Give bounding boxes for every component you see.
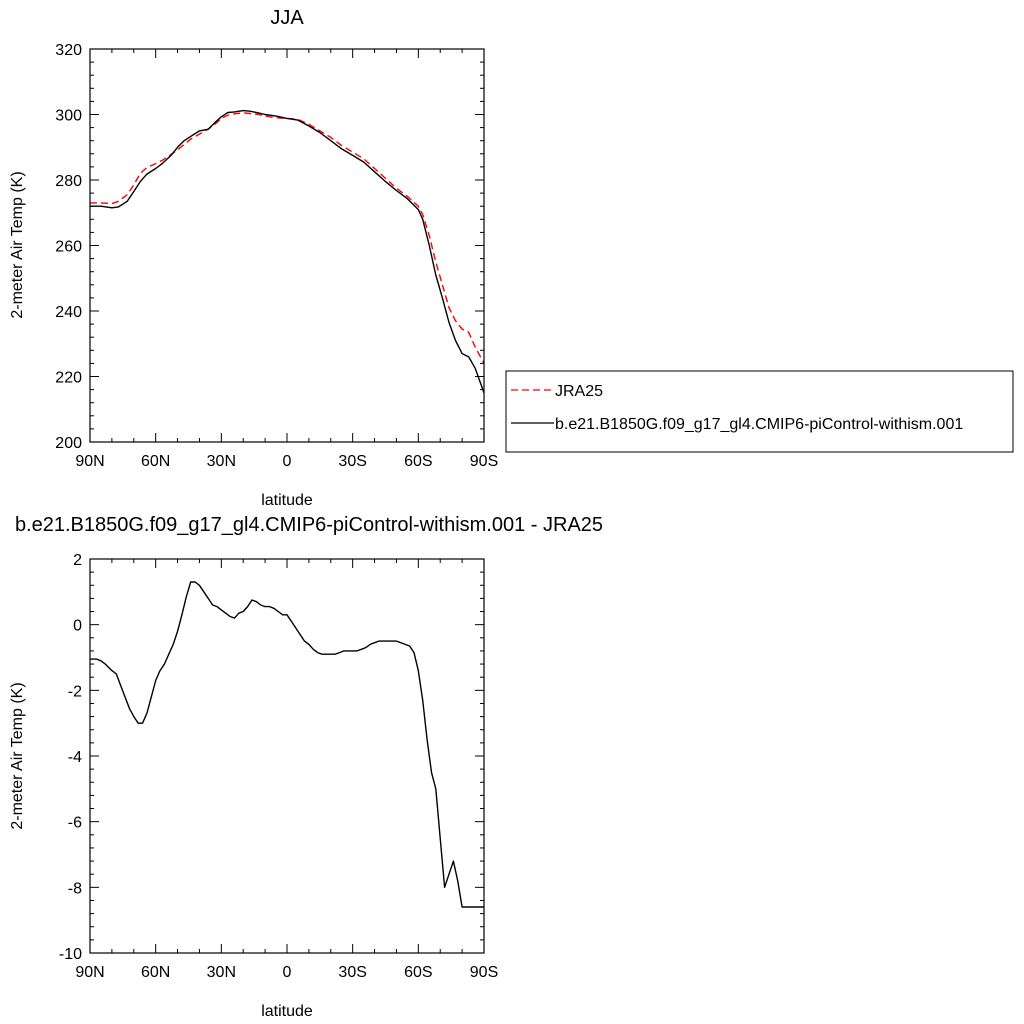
bottom-y-tick-label: -10 [59,946,82,963]
top-y-tick-label: 260 [55,239,82,256]
bottom-chart-title: b.e21.B1850G.f09_g17_gl4.CMIP6-piControl… [15,514,603,536]
bottom-x-tick-label: 30N [207,964,236,981]
top-x-tick-label: 90S [470,453,498,470]
top-series-line-0 [90,112,485,364]
bottom-series-group [90,581,484,908]
top-y-axis-label: 2-meter Air Temp (K) [9,171,26,318]
legend-label-model: b.e21.B1850G.f09_g17_gl4.CMIP6-piControl… [555,416,963,433]
top-x-tick-label: 30N [207,453,236,470]
bottom-x-tick-label: 30S [338,964,366,981]
bottom-x-tick-label: 0 [283,964,292,981]
bottom-axis-ticks: 90N 60N 30N 0 30S 60S 90S -10 -8 -6 -4 -2 0 2 [59,552,498,981]
legend: JRA25 b.e21.B1850G.f09_g17_gl4.CMIP6-piC… [505,370,1014,453]
top-y-tick-label: 240 [55,304,82,321]
top-x-tick-label: 0 [283,453,292,470]
bottom-x-tick-label: 60S [404,964,432,981]
top-y-tick-label: 220 [55,370,82,387]
bottom-x-tick-label: 90S [470,964,498,981]
top-x-tick-label: 90N [75,453,104,470]
legend-box [505,370,1014,453]
top-x-axis-label: latitude [261,492,313,509]
top-x-tick-label: 60N [141,453,170,470]
top-y-tick-label: 200 [55,435,82,452]
bottom-x-tick-label: 60N [141,964,170,981]
bottom-y-tick-label: -2 [68,683,82,700]
bottom-y-tick-label: -4 [68,749,82,766]
panel-bottom: b.e21.B1850G.f09_g17_gl4.CMIP6-piControl… [9,514,603,1020]
top-y-tick-label: 280 [55,173,82,190]
top-y-tick-label: 320 [55,42,82,59]
top-series-line-1 [90,109,485,394]
top-x-tick-label: 30S [338,453,366,470]
bottom-y-tick-label: 0 [73,618,82,635]
bottom-y-tick-label: 2 [73,552,82,569]
bottom-x-axis-label: latitude [261,1003,313,1020]
top-x-tick-label: 60S [404,453,432,470]
top-axis-ticks: 90N 60N 30N 0 30S 60S 90S 200 220 240 260 280 300 320 [55,42,498,470]
top-plot-frame [89,48,485,443]
bottom-y-tick-label: -6 [68,815,82,832]
top-series-group [90,109,485,394]
top-y-tick-label: 300 [55,108,82,125]
bottom-y-axis-label: 2-meter Air Temp (K) [9,682,26,829]
legend-label-jra25: JRA25 [555,383,603,400]
bottom-series-line-0 [90,581,484,908]
bottom-plot-frame [89,558,485,954]
top-chart-title: JJA [270,7,304,29]
bottom-y-tick-label: -8 [68,880,82,897]
bottom-x-tick-label: 90N [75,964,104,981]
panel-top: JJA 90N 60N 30N 0 30S 60S 90S 200 220 240 260 280 30… [9,7,1014,509]
